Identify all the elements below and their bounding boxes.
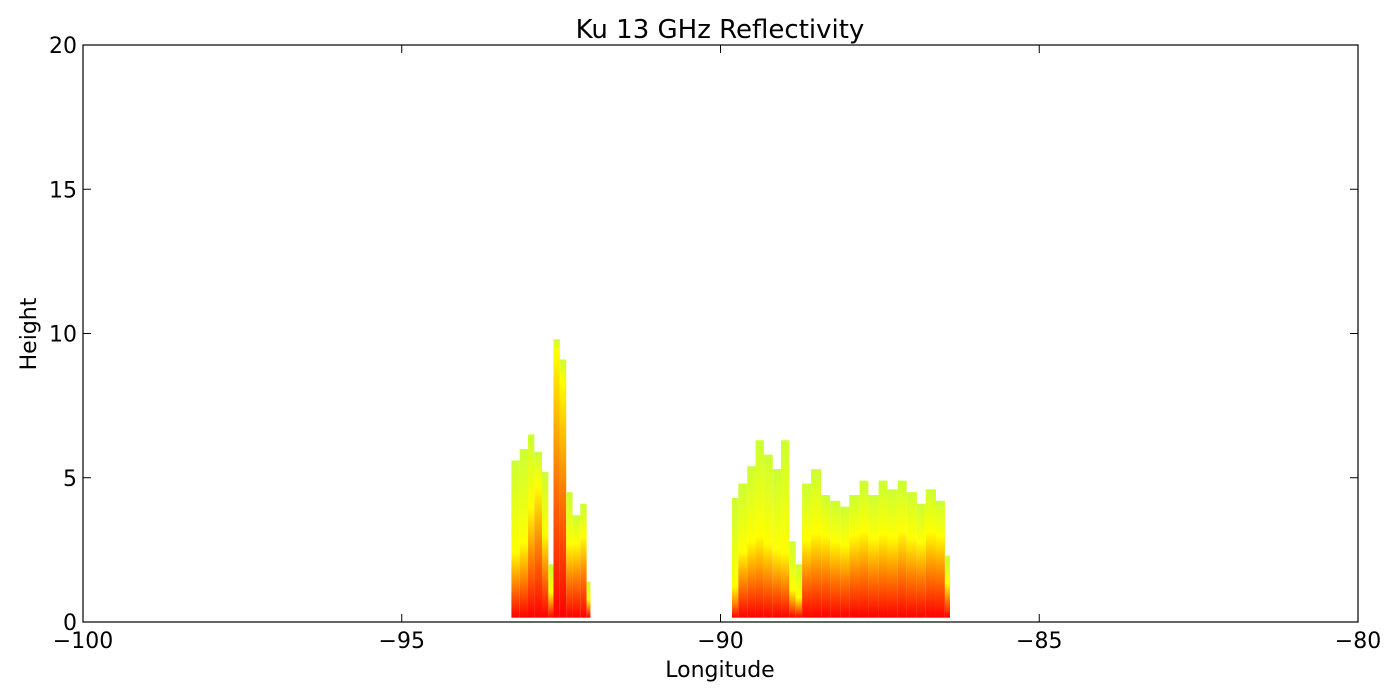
reflectivity-column [944, 555, 950, 618]
reflectivity-column [781, 440, 790, 618]
reflectivity-column [511, 460, 520, 618]
reflectivity-column [897, 480, 907, 618]
reflectivity-column [830, 500, 841, 618]
plot-frame [82, 44, 1359, 623]
reflectivity-column [548, 564, 554, 618]
reflectivity-column [580, 503, 587, 618]
reflectivity-column [795, 564, 803, 618]
x-tick-label: −85 [1016, 629, 1062, 654]
y-tick-label: 15 [49, 178, 77, 203]
reflectivity-column [887, 489, 898, 618]
reflectivity-column [789, 541, 796, 618]
y-tick-label: 0 [63, 611, 77, 636]
reflectivity-column [559, 359, 567, 618]
reflectivity-column [542, 471, 549, 618]
reflectivity-columns [511, 339, 950, 618]
reflectivity-column [868, 495, 879, 618]
reflectivity-column [763, 454, 773, 618]
x-tick-label: −95 [379, 629, 425, 654]
reflectivity-column [755, 440, 764, 618]
reflectivity-column [916, 503, 926, 618]
reflectivity-column [906, 492, 917, 618]
chart-title: Ku 13 GHz Reflectivity [576, 15, 865, 45]
x-tick-label: −100 [53, 629, 113, 654]
reflectivity-column [586, 581, 591, 618]
reflectivity-column [935, 500, 945, 618]
x-tick-label: −80 [1335, 629, 1381, 654]
reflectivity-column [925, 489, 936, 618]
y-tick-label: 10 [49, 323, 77, 348]
x-tick-label: −90 [697, 629, 743, 654]
y-tick-label: 5 [63, 467, 77, 492]
reflectivity-column [572, 515, 581, 618]
axis-ticks: −100 −95 −90 −85 −80 0 5 10 15 20 [49, 34, 1381, 654]
reflectivity-column [566, 492, 573, 618]
reflectivity-column [840, 506, 850, 618]
reflectivity-column [821, 495, 831, 618]
reflectivity-column [772, 469, 782, 618]
x-axis-label: Longitude [665, 658, 774, 683]
reflectivity-column [802, 483, 812, 618]
reflectivity-column [519, 448, 528, 618]
reflectivity-column [738, 483, 748, 618]
reflectivity-column [731, 497, 739, 618]
reflectivity-column [878, 480, 888, 618]
y-axis-label: Height [17, 297, 42, 370]
y-tick-label: 20 [49, 34, 77, 59]
reflectivity-column [747, 466, 756, 618]
reflectivity-column [811, 469, 822, 618]
reflectivity-column [553, 339, 560, 618]
reflectivity-column [859, 480, 869, 618]
reflectivity-column [527, 434, 535, 618]
reflectivity-column [849, 495, 860, 618]
reflectivity-column [534, 451, 542, 618]
